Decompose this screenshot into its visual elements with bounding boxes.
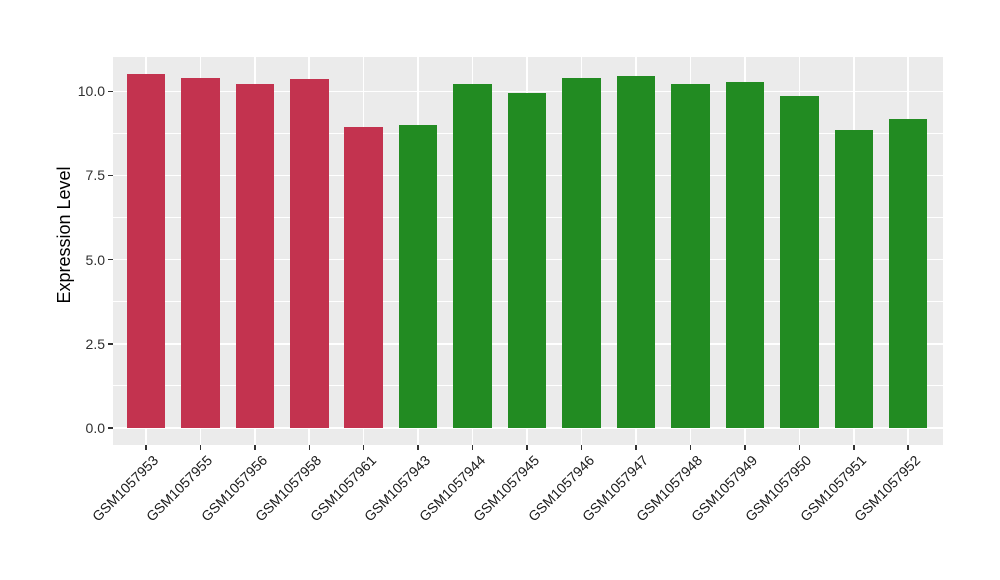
x-tick-mark <box>254 445 256 450</box>
bar-GSM1057946 <box>562 78 601 428</box>
bar-GSM1057961 <box>344 126 383 428</box>
x-tick-mark <box>526 445 528 450</box>
bar-GSM1057952 <box>888 118 928 428</box>
bar-GSM1057958 <box>290 78 329 428</box>
y-tick-label: 10.0 <box>77 83 105 100</box>
y-tick-label: 5.0 <box>85 251 105 268</box>
x-tick-mark <box>199 445 202 450</box>
x-tick-label: GSM1057948 <box>633 452 706 525</box>
y-major-gridline <box>113 427 943 429</box>
x-tick-label: GSM1057952 <box>851 452 924 525</box>
y-tick-label: 0.0 <box>85 420 105 436</box>
x-tick-label: GSM1057958 <box>252 452 325 525</box>
x-tick-label: GSM1057955 <box>143 452 216 525</box>
y-tick-mark <box>108 258 113 261</box>
x-tick-label: GSM1057945 <box>469 452 543 525</box>
x-tick-mark <box>635 445 637 450</box>
x-tick-mark <box>744 445 746 450</box>
bar-GSM1057955 <box>181 78 220 428</box>
x-tick-mark <box>853 445 855 450</box>
x-tick-mark <box>689 445 692 450</box>
bar-GSM1057948 <box>671 83 710 428</box>
x-tick-mark <box>907 445 909 450</box>
bar-GSM1057944 <box>453 83 492 428</box>
bar-GSM1057950 <box>780 96 819 428</box>
x-tick-mark <box>308 445 310 450</box>
x-tick-mark <box>798 445 801 450</box>
x-tick-mark <box>580 445 583 450</box>
y-tick-mark <box>108 174 113 177</box>
bar-GSM1057953 <box>126 73 166 428</box>
x-tick-mark <box>362 445 365 450</box>
y-tick-mark <box>108 90 113 93</box>
y-tick-mark <box>108 427 113 429</box>
x-tick-label: GSM1057944 <box>415 452 488 525</box>
x-tick-label: GSM1057950 <box>742 452 815 525</box>
bar-GSM1057943 <box>398 124 438 428</box>
bar-GSM1057949 <box>725 81 765 428</box>
y-tick-label: 2.5 <box>85 335 105 352</box>
x-tick-mark <box>471 445 474 450</box>
bar-GSM1057945 <box>507 92 547 428</box>
x-tick-mark <box>417 445 419 450</box>
bar-GSM1057951 <box>834 130 873 428</box>
y-tick-label: 7.5 <box>85 167 105 184</box>
bar-GSM1057956 <box>235 83 275 428</box>
bar-GSM1057947 <box>616 76 656 428</box>
x-tick-label: GSM1057943 <box>361 452 434 525</box>
y-major-gridline <box>113 90 943 93</box>
x-tick-mark <box>145 445 147 450</box>
x-tick-label: GSM1057946 <box>524 452 597 525</box>
y-tick-mark <box>108 343 113 345</box>
